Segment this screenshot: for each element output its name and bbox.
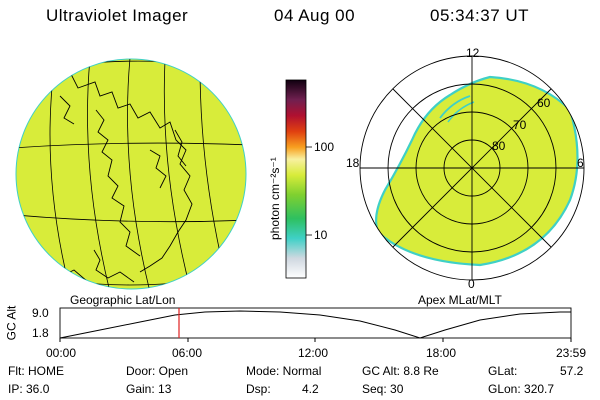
alt-xtick-1: 06:00 — [172, 346, 203, 360]
status-glat-value: 57.2 — [560, 364, 584, 378]
status-seq: Seq: 30 — [362, 382, 404, 396]
lat-60-label: 60 — [537, 96, 551, 110]
status-ip: IP: 36.0 — [8, 382, 50, 396]
time-label: 05:34:37 UT — [430, 6, 530, 25]
alt-ylabel: GC Alt — [4, 305, 19, 341]
colorbar-unit-label: photon cm⁻²s⁻¹ — [268, 157, 282, 240]
status-gc-alt: GC Alt: 8.8 Re — [362, 364, 439, 378]
altitude-trace — [59, 310, 571, 339]
geographic-map — [15, 58, 247, 290]
altitude-plot — [59, 307, 572, 342]
status-glon: GLon: 320.7 — [488, 382, 555, 396]
auroral-oval — [375, 75, 579, 267]
mlt-12-label: 12 — [466, 46, 480, 60]
polar-caption: Apex MLat/MLT — [418, 293, 502, 307]
color-bar — [285, 79, 312, 279]
earth-disk — [15, 58, 247, 290]
colorbar-tick-100: 100 — [314, 140, 335, 154]
status-door: Door: Open — [126, 364, 189, 378]
status-mode: Mode: Normal — [246, 364, 322, 378]
status-glat: GLat: — [488, 364, 518, 378]
alt-ytick-bottom: 1.8 — [32, 326, 49, 340]
alt-xtick-2: 12:00 — [298, 346, 329, 360]
status-dsp: Dsp: — [246, 382, 271, 396]
status-gain: Gain: 13 — [126, 382, 172, 396]
polar-grid — [359, 55, 585, 281]
mlt-6-label: 6 — [577, 156, 584, 170]
alt-xtick-3: 18:00 — [426, 346, 457, 360]
lat-80-label: 80 — [492, 139, 506, 153]
colorbar-tick-10: 10 — [314, 228, 328, 242]
alt-ytick-top: 9.0 — [32, 306, 49, 320]
mlt-18-label: 18 — [346, 156, 360, 170]
status-flight: Flt: HOME — [8, 364, 64, 378]
app-title: Ultraviolet Imager — [46, 6, 189, 25]
date-label: 04 Aug 00 — [274, 6, 356, 25]
alt-xtick-4: 23:59 — [556, 346, 587, 360]
alt-xtick-0: 00:00 — [46, 346, 77, 360]
geographic-caption: Geographic Lat/Lon — [70, 293, 176, 307]
mlt-0-label: 0 — [468, 277, 475, 291]
polar-map — [359, 55, 585, 281]
status-dsp-value: 4.2 — [302, 382, 319, 396]
lat-70-label: 70 — [513, 118, 527, 132]
